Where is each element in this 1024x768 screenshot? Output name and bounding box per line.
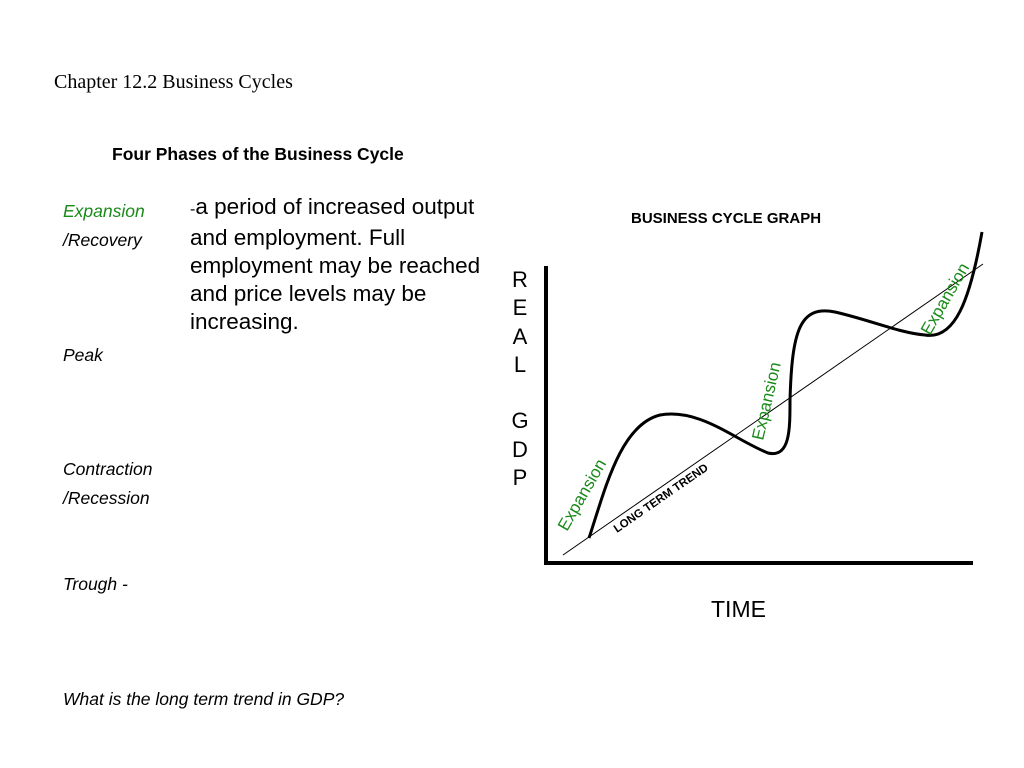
phase-recession: /Recession [63,488,150,508]
y-axis-letter: P [512,465,528,491]
section-subtitle: Four Phases of the Business Cycle [112,144,404,164]
y-axis-letter: L [513,351,527,377]
description-text: a period of increased output and employm… [190,194,481,334]
description-dash: - [190,201,196,218]
y-axis-letter: R [512,267,528,292]
chapter-title: Chapter 12.2 Business Cycles [54,71,293,93]
long-term-trend-label: LONG TERM TREND [612,462,711,536]
expansion-description: -a period of increased output and employ… [190,193,490,336]
expansion-label-2: Expansion [748,360,784,442]
phase-recovery: /Recovery [63,230,142,250]
x-axis-label: TIME [711,596,766,622]
y-axis-letter: A [512,323,528,349]
phase-trough: Trough - [63,574,128,594]
graph-title: BUSINESS CYCLE GRAPH [631,210,822,227]
question-text: What is the long term trend in GDP? [63,689,345,709]
business-cycle-curve [587,231,984,539]
phase-expansion: Expansion [63,201,145,221]
long-term-trend-line [562,263,984,556]
phase-peak: Peak [63,345,103,365]
y-axis-letter: D [512,436,528,462]
y-axis-letter: E [512,295,528,321]
y-axis-letter: G [511,408,529,434]
y-axis-label: R E A L G D P [508,266,532,492]
phase-contraction: Contraction [63,459,153,479]
